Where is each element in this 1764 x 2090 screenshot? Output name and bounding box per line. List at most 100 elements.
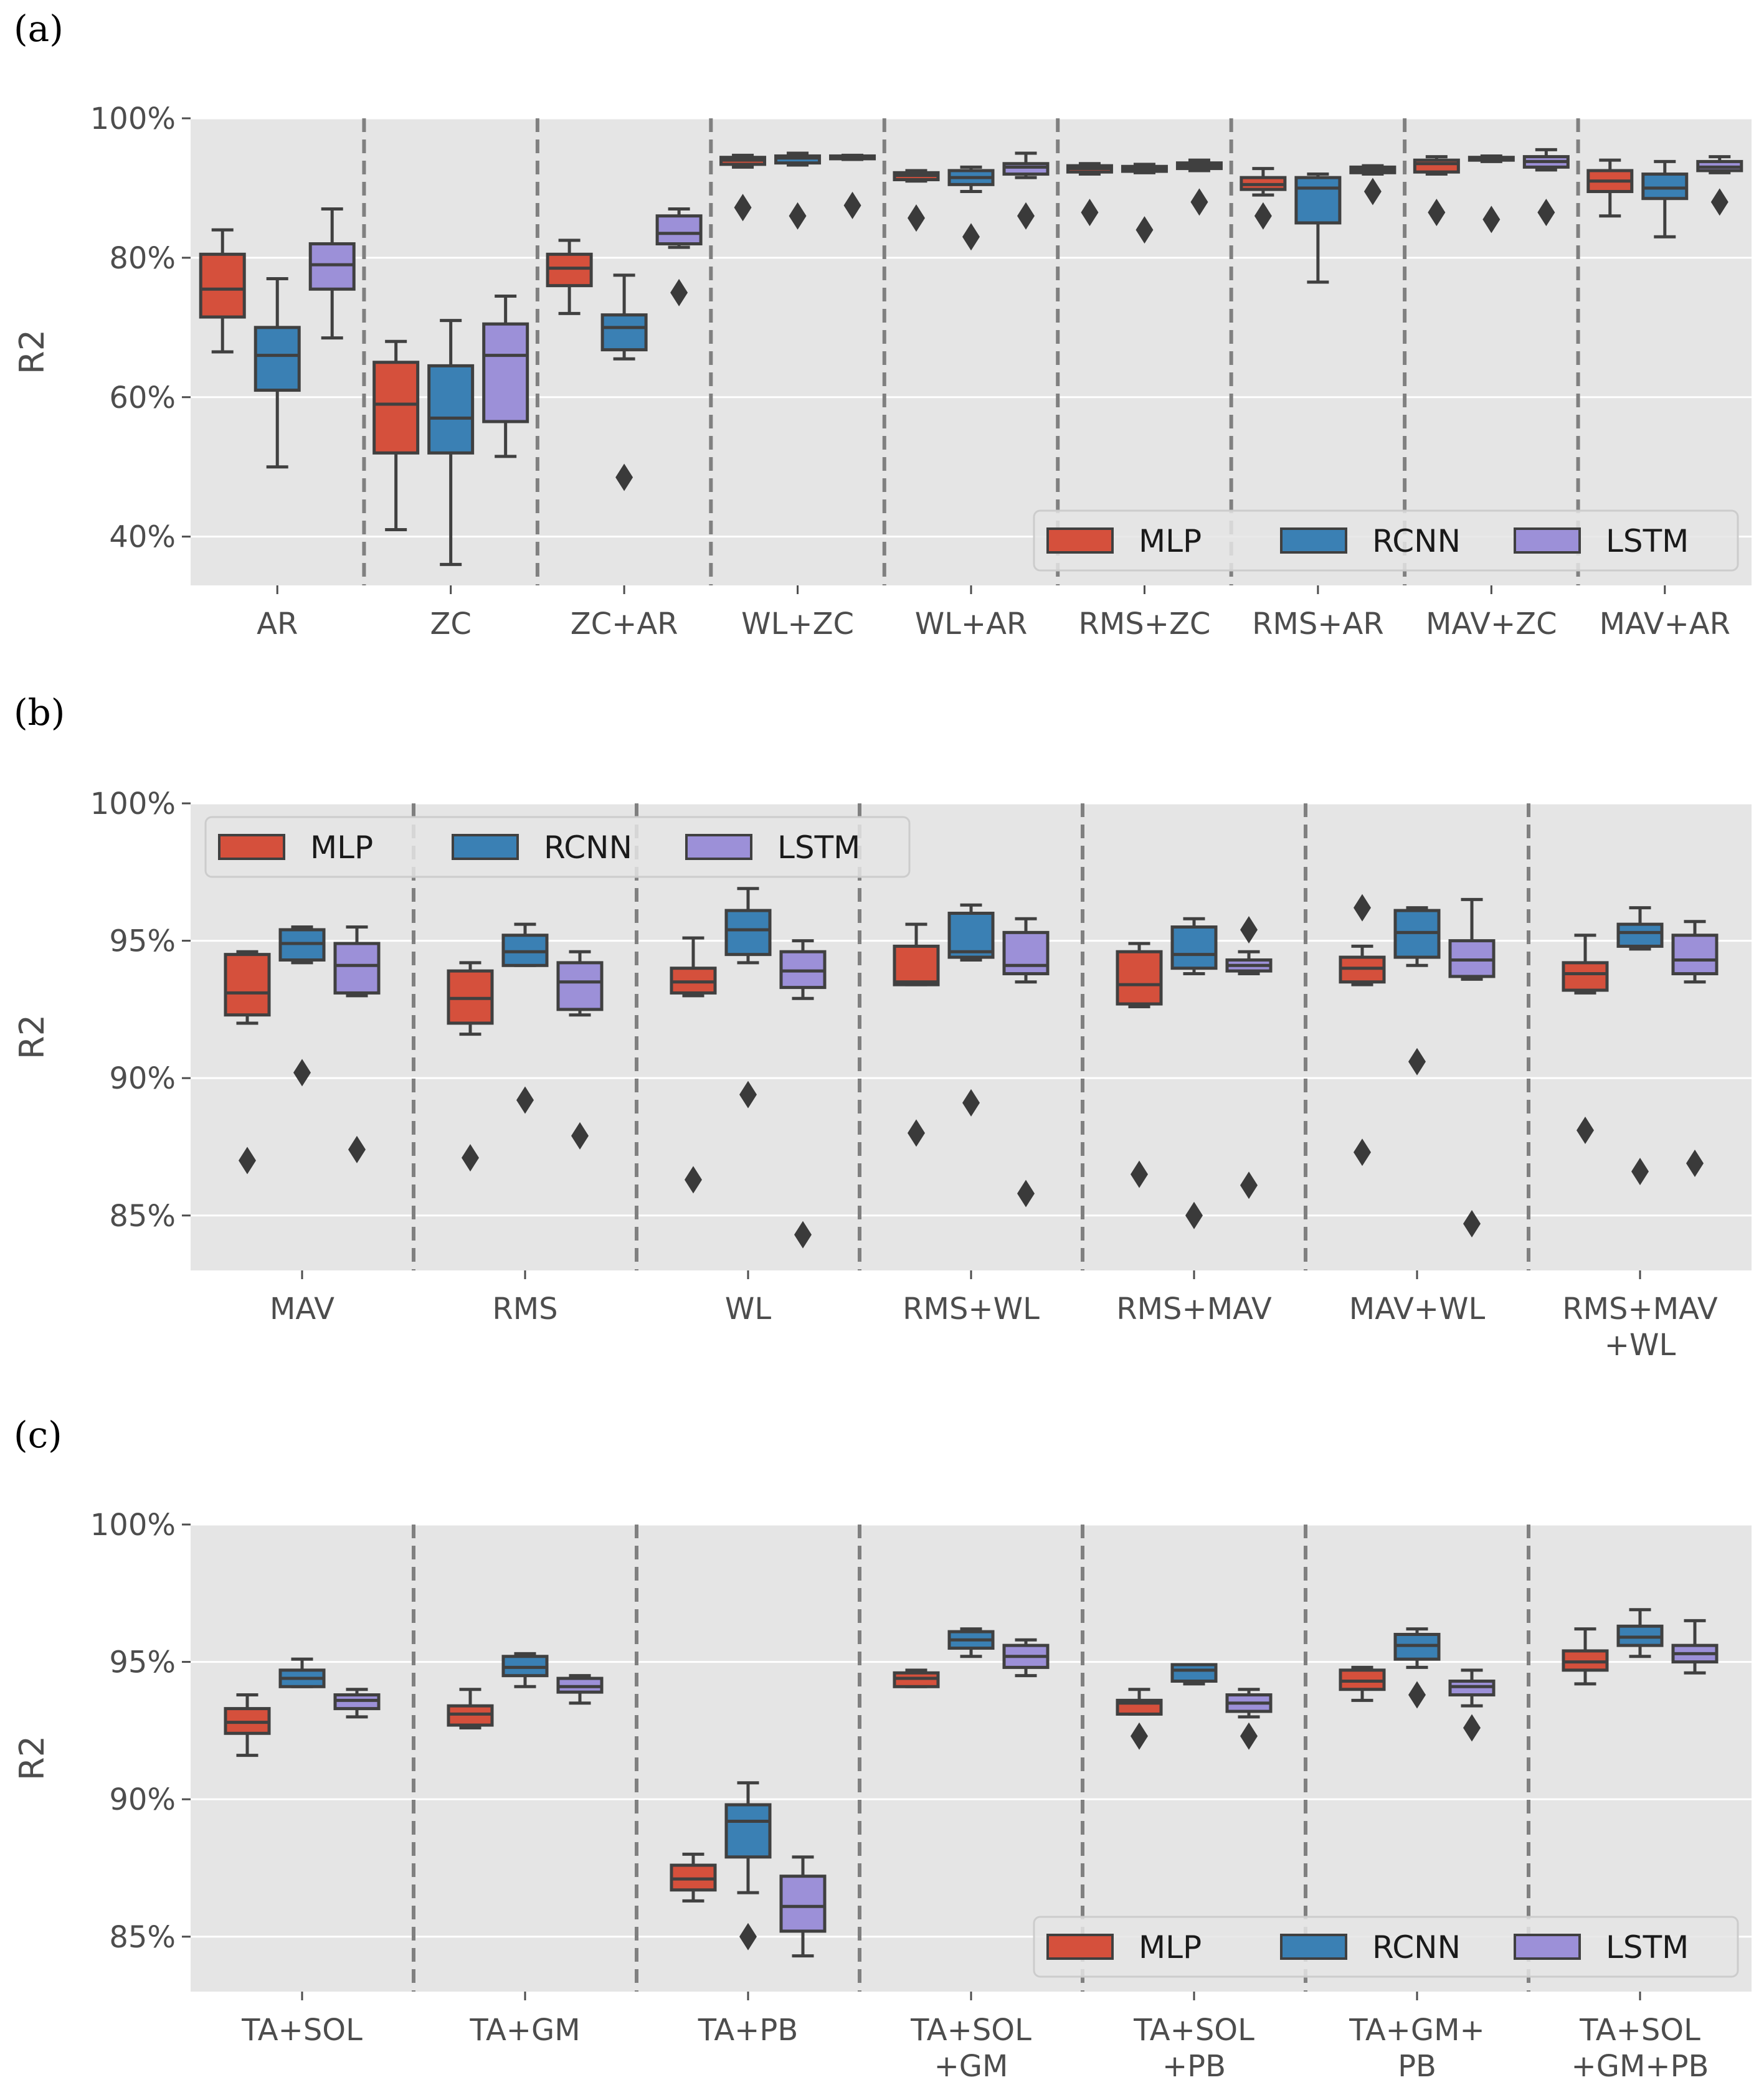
chart-panel-1: (a) 40% 60% 80% 100% R2 AR ZC ZC+AR WL+ZC WL+AR RMS… [12, 7, 1752, 641]
outlier-point [293, 1059, 311, 1087]
box-body [893, 944, 940, 986]
outlier-point [1190, 188, 1208, 216]
legend-label-mlp: MLP [310, 830, 373, 866]
box-mlp-3 [670, 1852, 717, 1903]
outlier-point [1631, 1158, 1649, 1186]
legend-label-rcnn: RCNN [1372, 523, 1461, 559]
box-body [724, 1803, 772, 1859]
legend-swatch-rcnn [1280, 527, 1347, 554]
y-tick-label: 60% [109, 381, 176, 415]
x-tick-label: MAV+ZC [1426, 607, 1557, 641]
box-mlp-4 [893, 1668, 940, 1688]
box-rcnn-5 [947, 165, 995, 251]
box-lstm-3 [779, 939, 827, 1249]
box-body [482, 322, 529, 423]
x-tick-label: RMS [492, 1292, 557, 1326]
box-lstm-2 [556, 1674, 604, 1705]
box-body [600, 313, 648, 352]
box-lstm-5 [1225, 915, 1273, 1199]
box-body [333, 942, 381, 995]
box-lstm-7 [1349, 164, 1396, 206]
outlier-point [348, 1135, 366, 1163]
x-tick-label: TA+SOL [241, 2013, 363, 2048]
x-tick-label: TA+SOL +GM+PB [1572, 2013, 1709, 2084]
y-tick-label: 95% [109, 1645, 176, 1680]
outlier-point [1408, 1681, 1426, 1709]
y-axis-title: R2 [12, 1014, 52, 1059]
legend-label-lstm: LSTM [1606, 523, 1689, 559]
box-rcnn-1 [278, 925, 326, 1087]
box-body [427, 364, 475, 455]
box-lstm-5 [1225, 1688, 1273, 1750]
legend-swatch-lstm [1514, 1934, 1581, 1960]
outlier-point [1131, 1722, 1148, 1750]
legend-frame [1033, 509, 1739, 572]
box-lstm-1 [333, 1688, 381, 1719]
box-mlp-1 [199, 228, 246, 354]
x-tick-label: MAV+WL [1349, 1292, 1486, 1326]
box-lstm-2 [482, 294, 529, 458]
legend-label-rcnn: RCNN [1372, 1929, 1461, 1965]
chart-panel-2: (b) 85% 90% 95% 100% R2 MAV RMS WL RMS+WL RMS+MAV M… [12, 691, 1752, 1363]
outlier-point [789, 202, 807, 230]
outlier-point [239, 1147, 256, 1175]
box-rcnn-1 [254, 277, 301, 469]
legend-label-mlp: MLP [1139, 1929, 1202, 1965]
box-body [1002, 930, 1050, 976]
box-mlp-7 [1562, 1627, 1609, 1686]
box-lstm-3 [779, 1855, 827, 1958]
outlier-point [1537, 199, 1555, 227]
box-rcnn-4 [774, 151, 822, 230]
outlier-point [1354, 1138, 1371, 1166]
box-body [1170, 925, 1218, 970]
box-mlp-5 [893, 169, 940, 232]
box-rcnn-2 [501, 1652, 549, 1688]
y-tick-label: 40% [109, 520, 176, 555]
box-lstm-7 [1671, 1619, 1719, 1675]
box-mlp-3 [546, 239, 593, 315]
x-tick-label: TA+PB [698, 2013, 799, 2048]
outlier-point [685, 1166, 702, 1194]
legend-swatch-mlp [218, 834, 285, 860]
outlier-point [1428, 199, 1446, 227]
box-mlp-4 [719, 153, 767, 222]
legend-swatch-lstm [1514, 527, 1581, 554]
panel-label: (a) [14, 7, 64, 50]
legend: MLP RCNN LSTM [204, 816, 911, 878]
outlier-point [516, 1086, 534, 1114]
x-tick-label: MAV [270, 1292, 334, 1326]
box-rcnn-6 [1393, 1627, 1441, 1709]
box-body [224, 953, 271, 1017]
box-rcnn-7 [1616, 1608, 1664, 1658]
outlier-point [1686, 1149, 1704, 1177]
box-mlp-2 [447, 961, 494, 1172]
box-body [546, 252, 593, 288]
outlier-point [1254, 202, 1272, 230]
box-mlp-4 [893, 922, 940, 1147]
box-lstm-4 [1002, 1638, 1050, 1678]
outlier-point [1081, 199, 1099, 227]
outlier-point [908, 1119, 925, 1147]
box-body [1116, 950, 1163, 1006]
y-tick-label: 90% [109, 1782, 176, 1817]
outlier-point [962, 223, 980, 251]
box-rcnn-7 [1616, 906, 1664, 1186]
x-tick-label: RMS+WL [903, 1292, 1040, 1326]
y-tick-label: 95% [109, 924, 176, 959]
legend-label-mlp: MLP [1139, 523, 1202, 559]
x-tick-label: WL+AR [915, 607, 1028, 641]
box-body [254, 326, 301, 392]
outlier-point [1710, 188, 1728, 216]
box-lstm-7 [1671, 920, 1719, 1177]
outlier-point [1185, 1201, 1203, 1229]
box-mlp-9 [1586, 158, 1634, 218]
y-axis-title: R2 [12, 329, 52, 374]
x-tick-label: WL+ZC [741, 607, 854, 641]
outlier-point [1240, 1171, 1258, 1199]
legend-label-lstm: LSTM [777, 830, 860, 866]
box-mlp-6 [1066, 162, 1113, 227]
y-tick-label: 85% [109, 1199, 176, 1234]
legend-frame [204, 816, 911, 878]
box-body [1616, 922, 1664, 948]
box-body [1413, 158, 1460, 174]
